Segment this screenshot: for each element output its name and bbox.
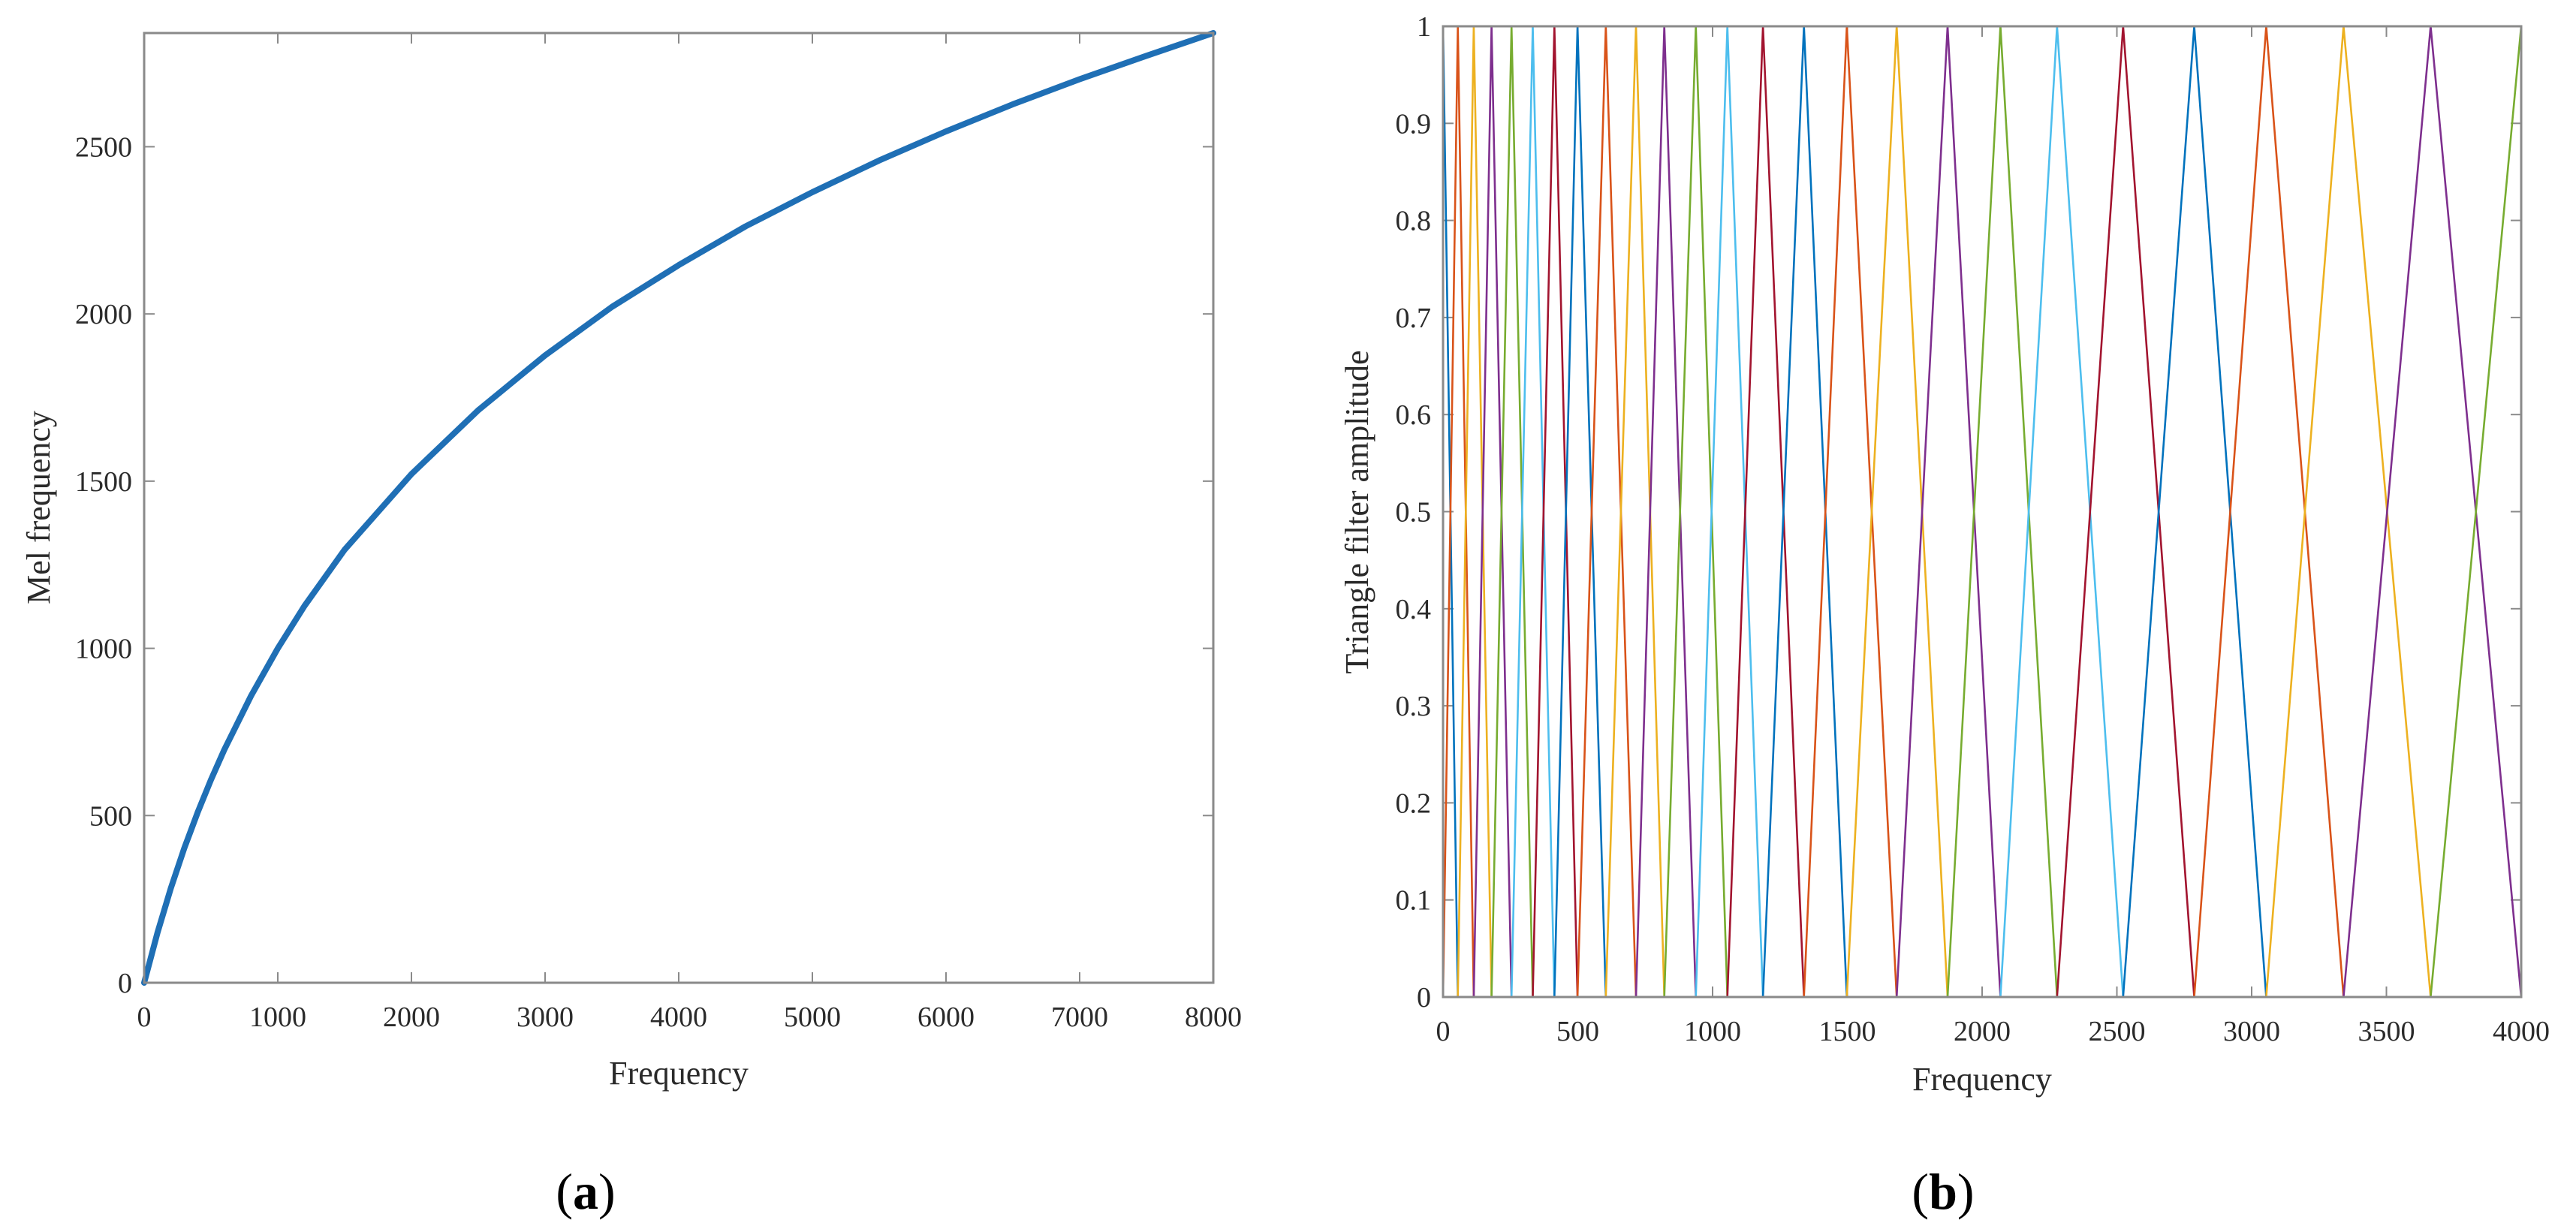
x-tick-labels-a: 0 1000 2000 3000 4000 5000 6000 7000 8000: [137, 1002, 1243, 1033]
x-tick-label: 3500: [2358, 1016, 2415, 1047]
series-group-a: [141, 30, 1216, 986]
x-tick-label: 2000: [383, 1002, 440, 1033]
y-tick-label: 1500: [75, 466, 132, 498]
x-tick-label: 3000: [517, 1002, 574, 1033]
y-tick-label: 1: [1417, 11, 1431, 43]
y-tick-label: 0: [1417, 982, 1431, 1014]
y-tick-label: 0.3: [1396, 691, 1432, 722]
y-tick-label: 500: [89, 800, 132, 832]
panel-label-a: (a): [556, 1163, 615, 1220]
y-axis-label-b: Triangle filter amplitude: [1339, 351, 1375, 674]
y-tick-label: 0.1: [1396, 885, 1432, 917]
panel-label-b: (b): [1912, 1163, 1974, 1220]
panel-label-b-letter: b: [1929, 1163, 1957, 1220]
y-tick-label: 0.2: [1396, 788, 1432, 819]
y-tick-label: 0.4: [1396, 594, 1432, 625]
y-axis-label-a: Mel frequency: [20, 411, 57, 604]
y-tick-label: 2000: [75, 299, 132, 330]
y-tick-label: 0.8: [1396, 206, 1432, 237]
y-tick-label: 0: [118, 968, 132, 999]
x-tick-label: 8000: [1185, 1002, 1242, 1033]
x-tick-label: 3000: [2223, 1016, 2280, 1047]
panel-label-a-open: (: [556, 1163, 573, 1220]
x-tick-label: 2000: [1954, 1016, 2011, 1047]
panel-label-a-letter: a: [573, 1163, 598, 1220]
x-tick-labels-b: 0 500 1000 1500 2000 2500 3000 3500 4000: [1436, 1016, 2550, 1047]
y-tick-label: 0.9: [1396, 108, 1432, 140]
plot-frame-a: [143, 32, 1215, 984]
y-tick-label: 0.5: [1396, 497, 1432, 529]
x-tick-label: 4000: [2493, 1016, 2550, 1047]
x-tick-label: 2500: [2089, 1016, 2146, 1047]
plot-area-b: [1443, 26, 2521, 997]
x-axis-label-b: Frequency: [1912, 1061, 2052, 1098]
x-tick-label: 6000: [917, 1002, 975, 1033]
x-axis-label-a: Frequency: [609, 1055, 749, 1092]
y-tick-label: 1000: [75, 634, 132, 665]
x-tick-label: 7000: [1051, 1002, 1108, 1033]
plot-area-a: [144, 33, 1213, 983]
plot-frame-b: [1442, 25, 2523, 999]
y-tick-label: 0.6: [1396, 399, 1432, 431]
x-tick-label: 0: [137, 1002, 152, 1033]
x-tick-label: 4000: [650, 1002, 707, 1033]
triangle-filter-bank-chart: 0 500 1000 1500 2000 2500 3000 3500 4000 0 0.1 0.2…: [1339, 11, 2550, 1220]
mel-scale-chart: 0 1000 2000 3000 4000 5000 6000 7000 8000 0 500 10…: [20, 30, 1243, 1220]
y-tick-label: 2500: [75, 131, 132, 163]
x-tick-label: 1000: [1684, 1016, 1741, 1047]
x-tick-label: 1500: [1819, 1016, 1876, 1047]
x-tick-label: 5000: [784, 1002, 841, 1033]
mel-curve: [141, 30, 1216, 986]
panel-label-b-close: ): [1957, 1163, 1975, 1220]
x-tick-label: 0: [1436, 1016, 1451, 1047]
y-tick-label: 0.7: [1396, 303, 1432, 334]
y-tick-labels-b: 0 0.1 0.2 0.3 0.4 0.5 0.6 0.7 0.8 0.9 1: [1396, 11, 1432, 1014]
x-tick-label: 1000: [249, 1002, 306, 1033]
panel-label-a-close: ): [598, 1163, 616, 1220]
x-tick-label: 500: [1556, 1016, 1599, 1047]
y-tick-labels-a: 0 500 1000 1500 2000 2500: [75, 131, 132, 999]
panel-label-b-open: (: [1912, 1163, 1929, 1220]
